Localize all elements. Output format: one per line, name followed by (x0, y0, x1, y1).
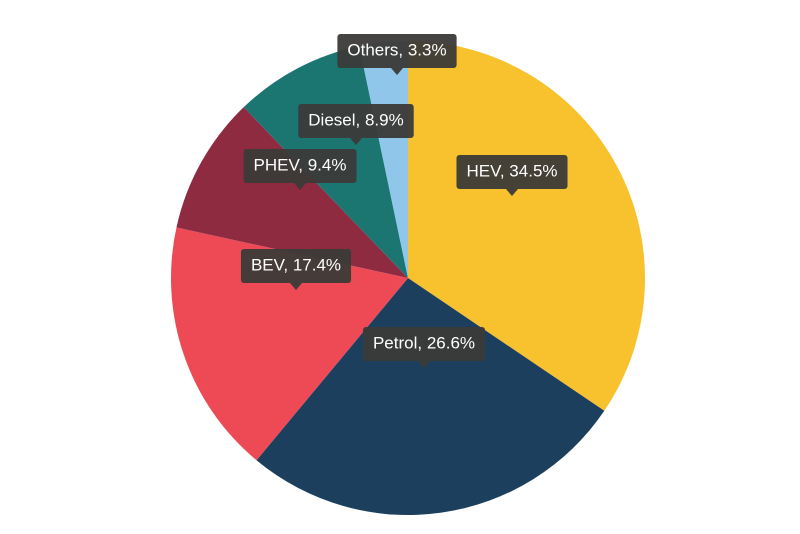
data-label: BEV, 17.4% (240, 249, 352, 290)
label-pointer (294, 183, 306, 190)
data-label: HEV, 34.5% (456, 155, 568, 196)
label-box (456, 155, 568, 189)
label-box (337, 34, 457, 68)
pie-slice: Others (359, 41, 408, 278)
label-box (362, 327, 486, 361)
label-box (298, 104, 414, 138)
label-pointer (350, 138, 362, 145)
pie-slice: BEV (171, 227, 408, 461)
label-text: Diesel, 8.9% (308, 110, 403, 129)
label-text: PHEV, 9.4% (254, 155, 347, 174)
label-box (243, 149, 357, 183)
data-label: Diesel, 8.9% (298, 104, 414, 145)
label-text: BEV, 17.4% (251, 255, 341, 274)
data-label: Others, 3.3% (337, 34, 457, 75)
label-box (240, 249, 352, 283)
pie-slice: Petrol (256, 278, 605, 515)
pie-slice: HEV (408, 41, 645, 411)
label-pointer (418, 361, 430, 368)
label-pointer (290, 283, 302, 290)
data-label: Petrol, 26.6% (362, 327, 486, 368)
pie-slice: PHEV (176, 107, 408, 278)
label-pointer (506, 189, 518, 196)
label-pointer (391, 68, 403, 75)
label-text: HEV, 34.5% (466, 161, 557, 180)
label-text: Petrol, 26.6% (373, 333, 475, 352)
label-text: Others, 3.3% (347, 40, 446, 59)
data-label: PHEV, 9.4% (243, 149, 357, 190)
